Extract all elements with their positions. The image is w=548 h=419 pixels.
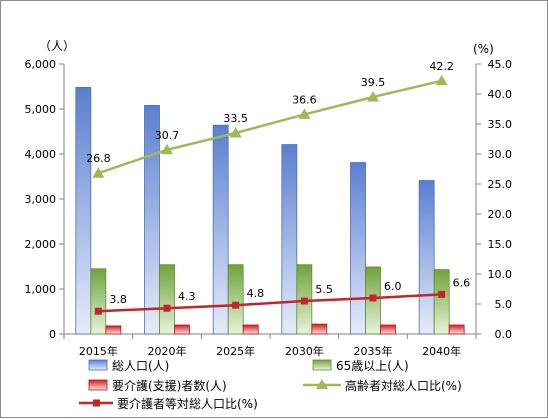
age65-bar [227,264,244,335]
care-need-bar [174,324,190,335]
total-population-bar [212,124,229,335]
legend-elderly-ratio-swatch-marker [316,379,328,389]
care-need-bar [242,324,259,335]
right-tick-label: 30.0 [488,148,513,161]
right-axis-unit: (%) [473,42,494,56]
right-tick-label: 25.0 [488,178,513,191]
age65-bar [159,264,175,335]
right-tick-label: 40.0 [488,88,513,101]
x-tick-label: 2030年 [285,344,324,358]
legend: 総人口(人) 65歳以上(人) 要介護(支援)者数(人) 高齢者対総人口比(%) 要介護… [79,359,462,411]
plot-area: 0 1,000 2,000 3,000 4,000 5,000 6,000 0.0 5.0 10.… [25,58,513,358]
legend-care-ratio-swatch-marker [93,399,100,407]
legend-age65: 65歳以上(人) [312,359,409,373]
x-tick-label: 2040年 [422,344,461,358]
legend-care-need-label: 要介護(支援)者数(人) [112,378,227,393]
care-ratio-point [163,304,171,312]
legend-elderly-ratio-label: 高齢者対総人口比(%) [345,378,462,393]
x-tick-label: 2020年 [148,344,187,358]
left-tick-label: 2,000 [25,238,57,251]
total-population-bar [350,162,366,335]
elderly-ratio-point [229,127,242,138]
legend-total-population: 総人口(人) [88,359,169,373]
care-ratio-point [438,290,446,298]
elderly-ratio-point [298,108,311,119]
x-tick-label: 2035年 [354,344,393,358]
total-population-bar [75,87,92,335]
elderly-ratio-label: 39.5 [361,76,386,89]
elderly-ratio-label: 36.6 [292,93,317,106]
right-tick-label: 45.0 [488,58,513,71]
right-tick-label: 0.0 [495,328,513,341]
care-ratio-label: 5.5 [315,283,333,296]
age65-bar [433,269,450,335]
elderly-ratio-point [161,143,173,155]
elderly-ratio-point [92,167,105,178]
elderly-ratio-label: 30.7 [155,129,180,142]
age65-bar [90,268,107,335]
legend-age65-label: 65歳以上(人) [336,359,409,373]
legend-care-need-swatch [88,379,108,391]
right-tick-label: 20.0 [488,208,513,221]
care-need-bar [448,324,465,335]
right-tick-label: 10.0 [488,268,513,281]
care-ratio-point [94,307,102,315]
legend-total-population-label: 総人口(人) [112,359,169,373]
legend-care-need: 要介護(支援)者数(人) [88,378,227,393]
care-ratio-label: 4.8 [247,287,265,300]
left-tick-label: 1,000 [25,283,57,296]
x-tick-label: 2025年 [216,344,255,358]
care-ratio-line [98,293,442,313]
left-tick-label: 0 [49,328,56,341]
right-tick-label: 35.0 [488,118,513,131]
care-need-bar [380,324,396,335]
care-ratio-point [232,301,240,309]
legend-age65-swatch [312,359,332,371]
right-tick-label: 15.0 [488,238,513,251]
care-need-bar [105,325,122,335]
right-tick-label: 5.0 [495,298,513,311]
care-ratio-label: 6.0 [384,280,402,293]
legend-elderly-ratio: 高齢者対総人口比(%) [303,378,462,393]
care-need-bar [311,323,328,335]
care-ratio-point [300,297,308,305]
care-ratio-label: 4.3 [178,290,196,303]
total-population-bar [418,180,435,335]
care-ratio-label: 6.6 [453,276,471,289]
left-tick-label: 4,000 [25,148,57,161]
left-tick-label: 3,000 [25,193,57,206]
total-population-bar [144,105,160,335]
total-population-bar [281,144,298,335]
elderly-ratio-label: 42.2 [429,60,454,73]
care-ratio-point [369,294,377,302]
elderly-ratio-label: 33.5 [223,112,248,125]
legend-care-ratio-label: 要介護者等対総人口比(%) [117,396,258,411]
care-ratio-label: 3.8 [109,293,127,306]
left-tick-label: 5,000 [25,103,57,116]
legend-total-population-swatch [88,359,108,371]
elderly-ratio-point [367,91,379,102]
left-axis-unit: （人） [39,39,75,53]
elderly-ratio-point [435,74,448,86]
x-tick-label: 2015年 [79,344,118,358]
elderly-ratio-label: 26.8 [86,152,111,165]
elderly-ratio-line [97,79,442,175]
legend-care-ratio: 要介護者等対総人口比(%) [79,396,258,411]
left-tick-label: 6,000 [25,58,57,71]
